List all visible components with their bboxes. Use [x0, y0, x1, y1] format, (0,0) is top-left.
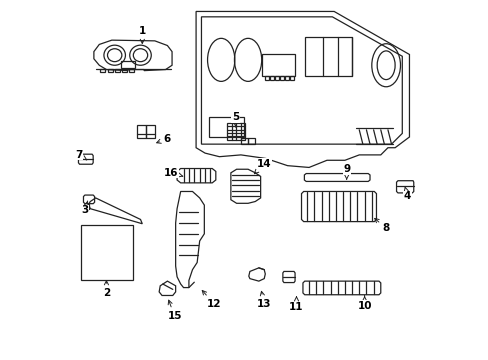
Text: 15: 15 [167, 300, 182, 321]
Text: 4: 4 [403, 186, 410, 201]
Text: 3: 3 [81, 201, 88, 216]
Bar [285, 76, 288, 80]
Bar [247, 138, 255, 144]
Bar [262, 54, 294, 76]
Bar [137, 125, 145, 138]
Bar [290, 76, 293, 80]
Bar [275, 76, 278, 80]
Text: 9: 9 [343, 164, 349, 179]
Bar [227, 123, 244, 140]
Text: 11: 11 [289, 297, 303, 312]
Bar [81, 225, 133, 280]
Bar [122, 69, 126, 72]
Bar [265, 76, 268, 80]
Text: 2: 2 [102, 281, 110, 298]
Text: 16: 16 [163, 168, 183, 178]
Text: 12: 12 [202, 291, 221, 309]
Text: 5: 5 [231, 112, 239, 127]
Text: 14: 14 [254, 159, 271, 174]
Text: 7: 7 [75, 150, 86, 160]
Bar [305, 37, 351, 76]
Text: 13: 13 [257, 291, 271, 309]
Bar [121, 61, 135, 68]
Bar [115, 69, 120, 72]
Bar [280, 76, 284, 80]
Bar [208, 117, 244, 137]
Text: 6: 6 [156, 134, 171, 144]
Bar [241, 138, 247, 144]
Text: 1: 1 [139, 26, 145, 44]
Text: 10: 10 [357, 296, 371, 311]
Bar [107, 69, 112, 72]
Bar [146, 125, 155, 138]
Bar [129, 69, 134, 72]
Bar [270, 76, 273, 80]
Text: 8: 8 [374, 219, 389, 233]
Bar [100, 69, 105, 72]
